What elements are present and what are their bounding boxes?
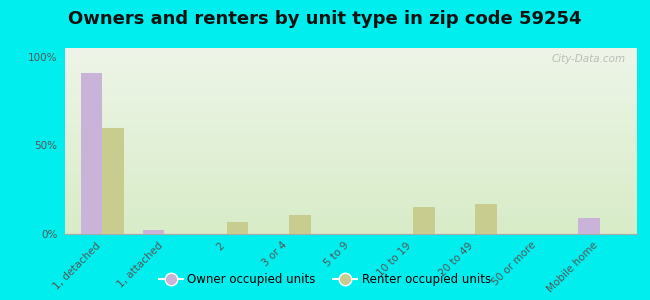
Bar [81, 73, 102, 234]
Bar [143, 230, 164, 234]
Bar [289, 214, 311, 234]
Bar [475, 204, 497, 234]
Text: Owners and renters by unit type in zip code 59254: Owners and renters by unit type in zip c… [68, 11, 582, 28]
Bar [102, 128, 124, 234]
Text: City-Data.com: City-Data.com [551, 54, 625, 64]
Legend: Owner occupied units, Renter occupied units: Owner occupied units, Renter occupied un… [154, 269, 496, 291]
Bar [227, 222, 248, 234]
Bar [578, 218, 600, 234]
Bar [413, 207, 435, 234]
